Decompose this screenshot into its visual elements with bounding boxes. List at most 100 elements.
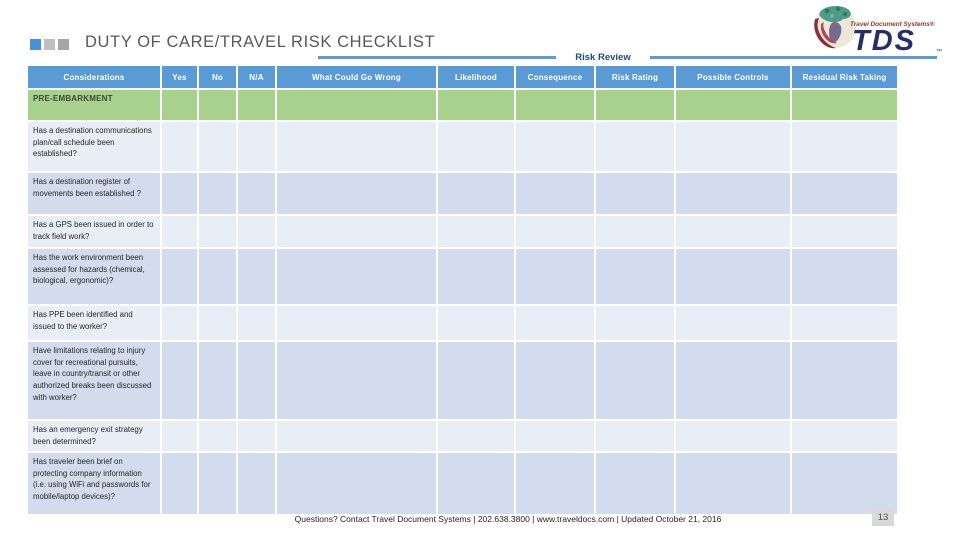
section-header-cell: PRE-EMBARKMENT (28, 90, 160, 120)
column-header: Risk Rating (596, 66, 674, 88)
divider-line-left (318, 56, 556, 59)
table-cell (596, 342, 674, 419)
table-cell (516, 249, 594, 304)
table-cell (516, 122, 594, 171)
column-header: Residual Risk Taking (792, 66, 897, 88)
table-cell (277, 122, 436, 171)
table-cell (792, 216, 897, 247)
table-cell (516, 90, 594, 120)
column-header: Possible Controls (676, 66, 790, 88)
table-cell (516, 421, 594, 451)
title-block: DUTY OF CARE/TRAVEL RISK CHECKLIST (30, 33, 435, 52)
table-cell (162, 173, 197, 214)
table-cell (596, 216, 674, 247)
table-row: Has PPE been identified and issued to th… (28, 306, 897, 340)
logo-brand-text: Travel Document Systems® (850, 20, 935, 28)
table-cell (277, 453, 436, 514)
table-cell (596, 306, 674, 340)
table-cell (438, 173, 514, 214)
table-row: Has a destination communications plan/ca… (28, 122, 897, 171)
table-cell (199, 249, 236, 304)
table-cell (676, 122, 790, 171)
table-cell (792, 306, 897, 340)
title-bullet-squares (30, 38, 72, 50)
consideration-cell: Have limitations relating to injury cove… (28, 342, 160, 419)
table-cell (277, 306, 436, 340)
column-header: Yes (162, 66, 197, 88)
column-header: Consequence (516, 66, 594, 88)
table-cell (792, 249, 897, 304)
table-cell (438, 453, 514, 514)
table-cell (277, 173, 436, 214)
table-cell (162, 216, 197, 247)
table-cell (162, 421, 197, 451)
table-cell (238, 342, 275, 419)
table-cell (792, 453, 897, 514)
table-cell (792, 421, 897, 451)
globe-icon: Travel Document Systems® TDS ™ (814, 6, 942, 57)
table-cell (162, 306, 197, 340)
table-cell (277, 90, 436, 120)
page-number: 13 (872, 509, 894, 526)
table-cell (199, 306, 236, 340)
table-cell (199, 122, 236, 171)
column-header: What Could Go Wrong (277, 66, 436, 88)
table-cell (792, 173, 897, 214)
table-cell (438, 122, 514, 171)
table-cell (277, 342, 436, 419)
table-cell (238, 122, 275, 171)
table-cell (516, 216, 594, 247)
table-cell (792, 122, 897, 171)
risk-checklist-table: Considerations Yes No N/A What Could Go Wron… (26, 64, 899, 516)
header-row: Considerations Yes No N/A What Could Go Wron… (28, 66, 897, 88)
gray-square-icon (58, 38, 69, 50)
footer-text: Questions? Contact Travel Document Syste… (294, 514, 722, 524)
table-cell (277, 249, 436, 304)
table-cell (162, 249, 197, 304)
table-cell (676, 421, 790, 451)
blue-square-icon (30, 38, 41, 50)
table-cell (676, 90, 790, 120)
column-header: No (199, 66, 236, 88)
table-cell (277, 421, 436, 451)
table-cell (438, 249, 514, 304)
consideration-cell: Has PPE been identified and issued to th… (28, 306, 160, 340)
table-cell (676, 306, 790, 340)
table-cell (162, 453, 197, 514)
table-row: Have limitations relating to injury cove… (28, 342, 897, 419)
table-cell (792, 342, 897, 419)
table-cell (792, 90, 897, 120)
table-cell (277, 216, 436, 247)
gray-square-icon (44, 38, 55, 50)
table-cell (199, 216, 236, 247)
table-cell (676, 453, 790, 514)
table-cell (676, 216, 790, 247)
table-cell (162, 342, 197, 419)
table-cell (676, 249, 790, 304)
column-header: Considerations (28, 66, 160, 88)
table-cell (199, 90, 236, 120)
column-header: N/A (238, 66, 275, 88)
table-cell (162, 90, 197, 120)
table-row: Has an emergency exit strategy been dete… (28, 421, 897, 451)
table-cell (516, 306, 594, 340)
table-cell (199, 342, 236, 419)
table-cell (238, 453, 275, 514)
table-cell (199, 421, 236, 451)
table-cell (238, 173, 275, 214)
page-title: DUTY OF CARE/TRAVEL RISK CHECKLIST (85, 33, 436, 51)
table-row: Has a destination register of movements … (28, 173, 897, 214)
table-row: Has traveler been brief on protecting co… (28, 453, 897, 514)
tds-logo: Travel Document Systems® TDS ™ (812, 2, 948, 57)
table-cell (162, 122, 197, 171)
table-cell (438, 90, 514, 120)
consideration-cell: Has traveler been brief on protecting co… (28, 453, 160, 514)
table-cell (238, 306, 275, 340)
table-cell (516, 342, 594, 419)
table-row: Has the work environment been assessed f… (28, 249, 897, 304)
table-cell (438, 342, 514, 419)
table-row: Has a GPS been issued in order to track … (28, 216, 897, 247)
table-cell (238, 249, 275, 304)
table-cell (516, 173, 594, 214)
